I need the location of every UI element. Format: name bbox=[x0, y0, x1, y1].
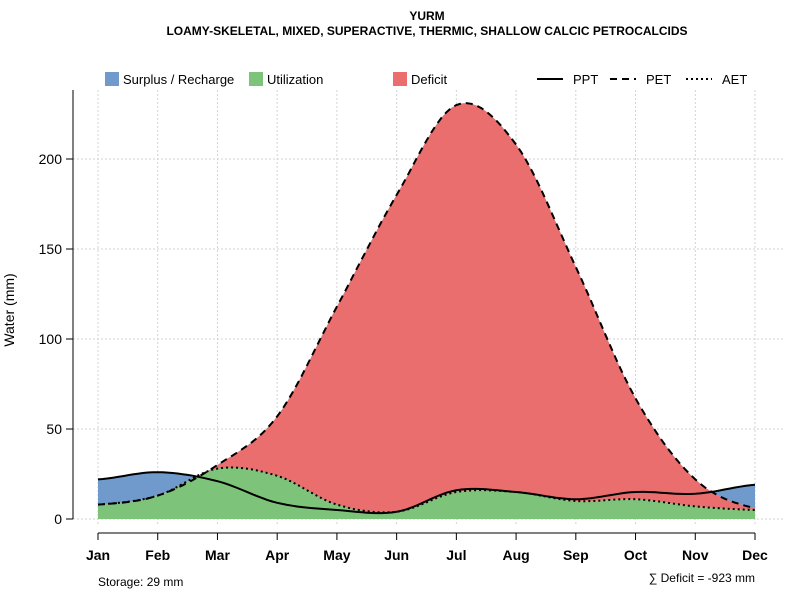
legend-label: Deficit bbox=[411, 72, 448, 87]
x-tick-label: Jan bbox=[86, 547, 110, 563]
y-tick-label: 0 bbox=[54, 511, 62, 527]
x-tick-label: Feb bbox=[145, 547, 170, 563]
x-tick-label: Dec bbox=[742, 547, 768, 563]
legend-line-label: AET bbox=[722, 72, 747, 87]
deficit-note: ∑ Deficit = -923 mm bbox=[649, 571, 755, 585]
x-tick-label: May bbox=[323, 547, 350, 563]
y-tick-label: 50 bbox=[46, 421, 62, 437]
legend-swatch bbox=[249, 72, 263, 86]
x-tick-label: Aug bbox=[502, 547, 529, 563]
x-tick-label: Jul bbox=[446, 547, 466, 563]
legend-line-label: PET bbox=[646, 72, 671, 87]
y-tick-label: 150 bbox=[39, 241, 63, 257]
x-tick-label: Sep bbox=[563, 547, 589, 563]
chart-subtitle: LOAMY-SKELETAL, MIXED, SUPERACTIVE, THER… bbox=[166, 24, 687, 38]
legend: Surplus / Recharge Utilization Deficit PPT P… bbox=[105, 72, 747, 87]
legend-line-label: PPT bbox=[573, 72, 598, 87]
y-tick-label: 100 bbox=[39, 331, 63, 347]
utilization-area bbox=[98, 467, 755, 519]
water-balance-areas bbox=[98, 103, 755, 519]
x-tick-label: Apr bbox=[265, 547, 290, 563]
y-axis-label: Water (mm) bbox=[1, 273, 17, 346]
x-tick-label: Jun bbox=[384, 547, 409, 563]
deficit-area bbox=[98, 103, 755, 513]
y-tick-label: 200 bbox=[39, 151, 63, 167]
ppt-line bbox=[97, 471, 756, 515]
x-tick-label: Mar bbox=[205, 547, 230, 563]
storage-note: Storage: 29 mm bbox=[98, 575, 183, 589]
axes: 0 50 100 150 200 Jan Feb Mar Apr May Jun Jul Aug Sep O… bbox=[39, 90, 768, 563]
legend-label: Surplus / Recharge bbox=[123, 72, 234, 87]
pet-line bbox=[97, 102, 756, 510]
legend-swatch bbox=[393, 72, 407, 86]
aet-line bbox=[97, 466, 756, 514]
series-lines bbox=[97, 102, 756, 515]
x-tick-label: Nov bbox=[682, 547, 709, 563]
chart-title: YURM bbox=[409, 9, 444, 23]
legend-label: Utilization bbox=[267, 72, 323, 87]
legend-swatch bbox=[105, 72, 119, 86]
x-tick-label: Oct bbox=[624, 547, 648, 563]
